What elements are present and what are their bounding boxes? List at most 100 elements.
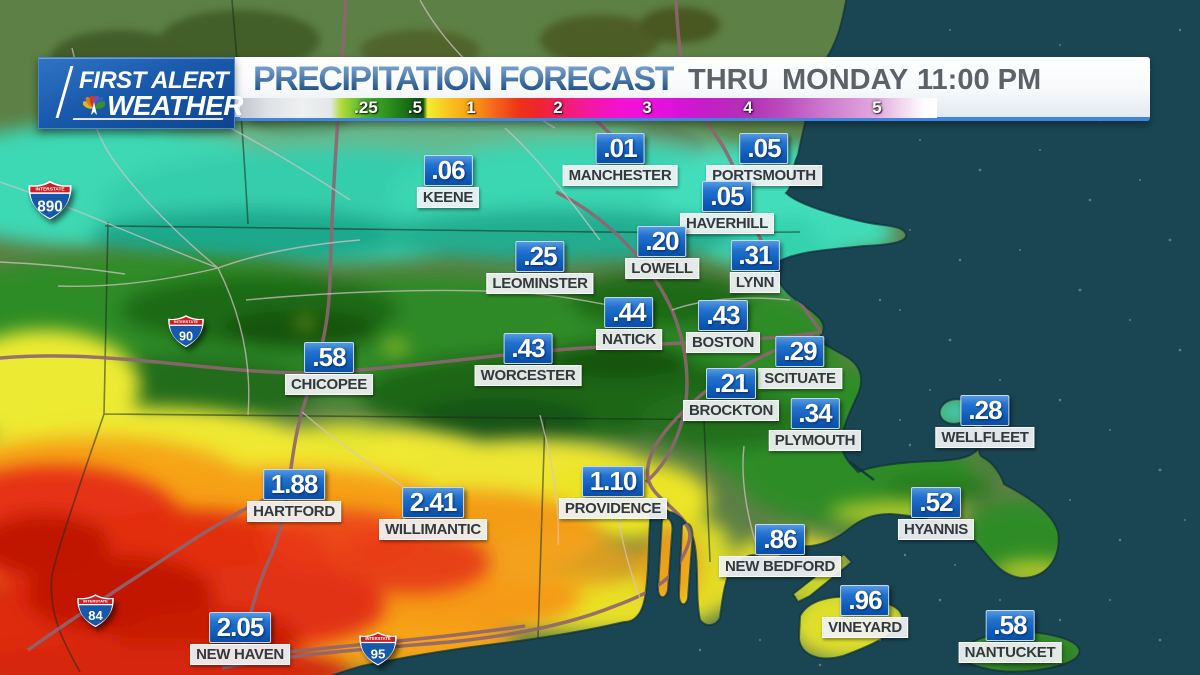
precip-value: .34 [790, 398, 840, 429]
city-label: VINEYARD [822, 617, 908, 638]
city-label: NEW HAVEN [190, 644, 290, 665]
scale-tick: 2 [553, 98, 563, 117]
station-leominster: .25 LEOMINSTER [486, 241, 594, 294]
nbc-peacock-icon [83, 96, 105, 115]
station-logo: FIRST ALERT WEATHER [38, 57, 243, 129]
interstate-label: INTERSTATE [365, 636, 391, 641]
station-manchester: .01 MANCHESTER [562, 133, 678, 186]
interstate-label: INTERSTATE [83, 598, 108, 603]
precip-value: 2.05 [208, 612, 272, 643]
city-label: LEOMINSTER [486, 273, 594, 294]
station-wellfleet: .28 WELLFLEET [935, 395, 1035, 448]
precip-value: .43 [698, 300, 748, 331]
precip-value: .52 [911, 487, 961, 518]
station-willimantic: 2.41 WILLIMANTIC [379, 487, 487, 540]
precip-value: 2.41 [401, 487, 465, 518]
city-label: CHICOPEE [285, 374, 373, 395]
scale-tick: .25 [354, 98, 378, 117]
header-bar: PRECIPITATION FORECAST THRU MONDAY 11:00… [233, 57, 1150, 121]
city-label: KEENE [416, 187, 480, 208]
city-label: SCITUATE [758, 368, 842, 389]
scale-tick: 5 [872, 98, 882, 117]
logo-slash [55, 66, 74, 118]
precip-value: .31 [730, 240, 780, 271]
precip-value: .58 [304, 342, 354, 373]
time-label: 11:00 PM [917, 64, 1042, 96]
day-label: MONDAY [782, 64, 909, 96]
precip-value: .58 [985, 610, 1035, 641]
precip-value: 1.10 [581, 466, 645, 497]
precip-value: .25 [515, 241, 565, 272]
station-vineyard: .96 VINEYARD [822, 585, 908, 638]
city-label: NANTUCKET [958, 642, 1062, 663]
route-number: 90 [179, 330, 193, 344]
station-nantucket: .58 NANTUCKET [958, 610, 1062, 663]
interstate-shield-84: INTERSTATE 84 [77, 594, 114, 628]
city-label: BROCKTON [683, 400, 779, 421]
city-label: PROVIDENCE [558, 498, 668, 519]
cape-cod-canal [849, 461, 875, 481]
station-lynn: .31 LYNN [729, 240, 781, 293]
station-lowell: .20 LOWELL [625, 226, 699, 279]
station-boston: .43 BOSTON [685, 300, 761, 353]
city-label: WORCESTER [474, 365, 582, 386]
scale-tick: .5 [407, 98, 423, 117]
interstate-shield-95: INTERSTATE 95 [359, 631, 397, 666]
scale-tick: 3 [642, 98, 652, 117]
route-number: 95 [371, 647, 386, 662]
precip-color-scale: .25 .5 1 2 3 4 5 [240, 98, 937, 118]
city-label: WILLIMANTIC [379, 519, 487, 540]
precip-value: .06 [423, 155, 473, 186]
city-label: HARTFORD [247, 501, 341, 522]
station-worcester: .43 WORCESTER [474, 333, 582, 386]
precip-value: .05 [702, 181, 752, 212]
station-scituate: .29 SCITUATE [758, 336, 842, 389]
route-number: 84 [88, 608, 103, 623]
station-portsmouth: .05 PORTSMOUTH [706, 133, 822, 186]
interstate-shield-90: INTERSTATE 90 [168, 315, 204, 348]
station-chicopee: .58 CHICOPEE [285, 342, 373, 395]
precip-value: .28 [960, 395, 1010, 426]
precip-value: .05 [739, 133, 789, 164]
logo-line2: WEATHER [107, 90, 243, 121]
city-label: PLYMOUTH [768, 430, 862, 451]
station-plymouth: .34 PLYMOUTH [768, 398, 862, 451]
station-hartford: 1.88 HARTFORD [247, 469, 341, 522]
precip-value: .96 [840, 585, 890, 616]
precip-value: .43 [503, 333, 553, 364]
precip-value: .29 [775, 336, 825, 367]
station-new-haven: 2.05 NEW HAVEN [190, 612, 290, 665]
city-label: MANCHESTER [562, 165, 678, 186]
city-label: PORTSMOUTH [706, 165, 822, 186]
precip-value: .86 [755, 524, 805, 555]
scale-tick: 4 [743, 98, 753, 117]
city-label: LOWELL [625, 258, 699, 279]
precip-value: .20 [637, 226, 687, 257]
city-label: HYANNIS [897, 519, 975, 540]
city-label: BOSTON [685, 332, 761, 353]
station-haverhill: .05 HAVERHILL [679, 181, 775, 234]
precip-value: .01 [595, 133, 645, 164]
station-providence: 1.10 PROVIDENCE [558, 466, 668, 519]
interstate-label: INTERSTATE [174, 319, 198, 324]
station-new-bedford: .86 NEW BEDFORD [718, 524, 842, 577]
page-title: PRECIPITATION FORECAST [253, 60, 675, 98]
city-label: NATICK [596, 329, 662, 350]
thru-label: THRU [688, 64, 769, 96]
interstate-label: INTERSTATE [35, 186, 64, 192]
interstate-shield-890: INTERSTATE 890 [28, 180, 72, 220]
station-keene: .06 KEENE [416, 155, 480, 208]
route-number: 890 [37, 199, 63, 216]
logo-line1: FIRST ALERT [79, 67, 229, 94]
city-label: LYNN [729, 272, 781, 293]
station-hyannis: .52 HYANNIS [897, 487, 975, 540]
station-brockton: .21 BROCKTON [683, 368, 779, 421]
city-label: HAVERHILL [679, 213, 775, 234]
precip-value: 1.88 [262, 469, 326, 500]
precip-value: .21 [706, 368, 756, 399]
station-natick: .44 NATICK [596, 297, 662, 350]
city-label: WELLFLEET [935, 427, 1035, 448]
precip-value: .44 [604, 297, 654, 328]
city-label: NEW BEDFORD [718, 556, 842, 577]
